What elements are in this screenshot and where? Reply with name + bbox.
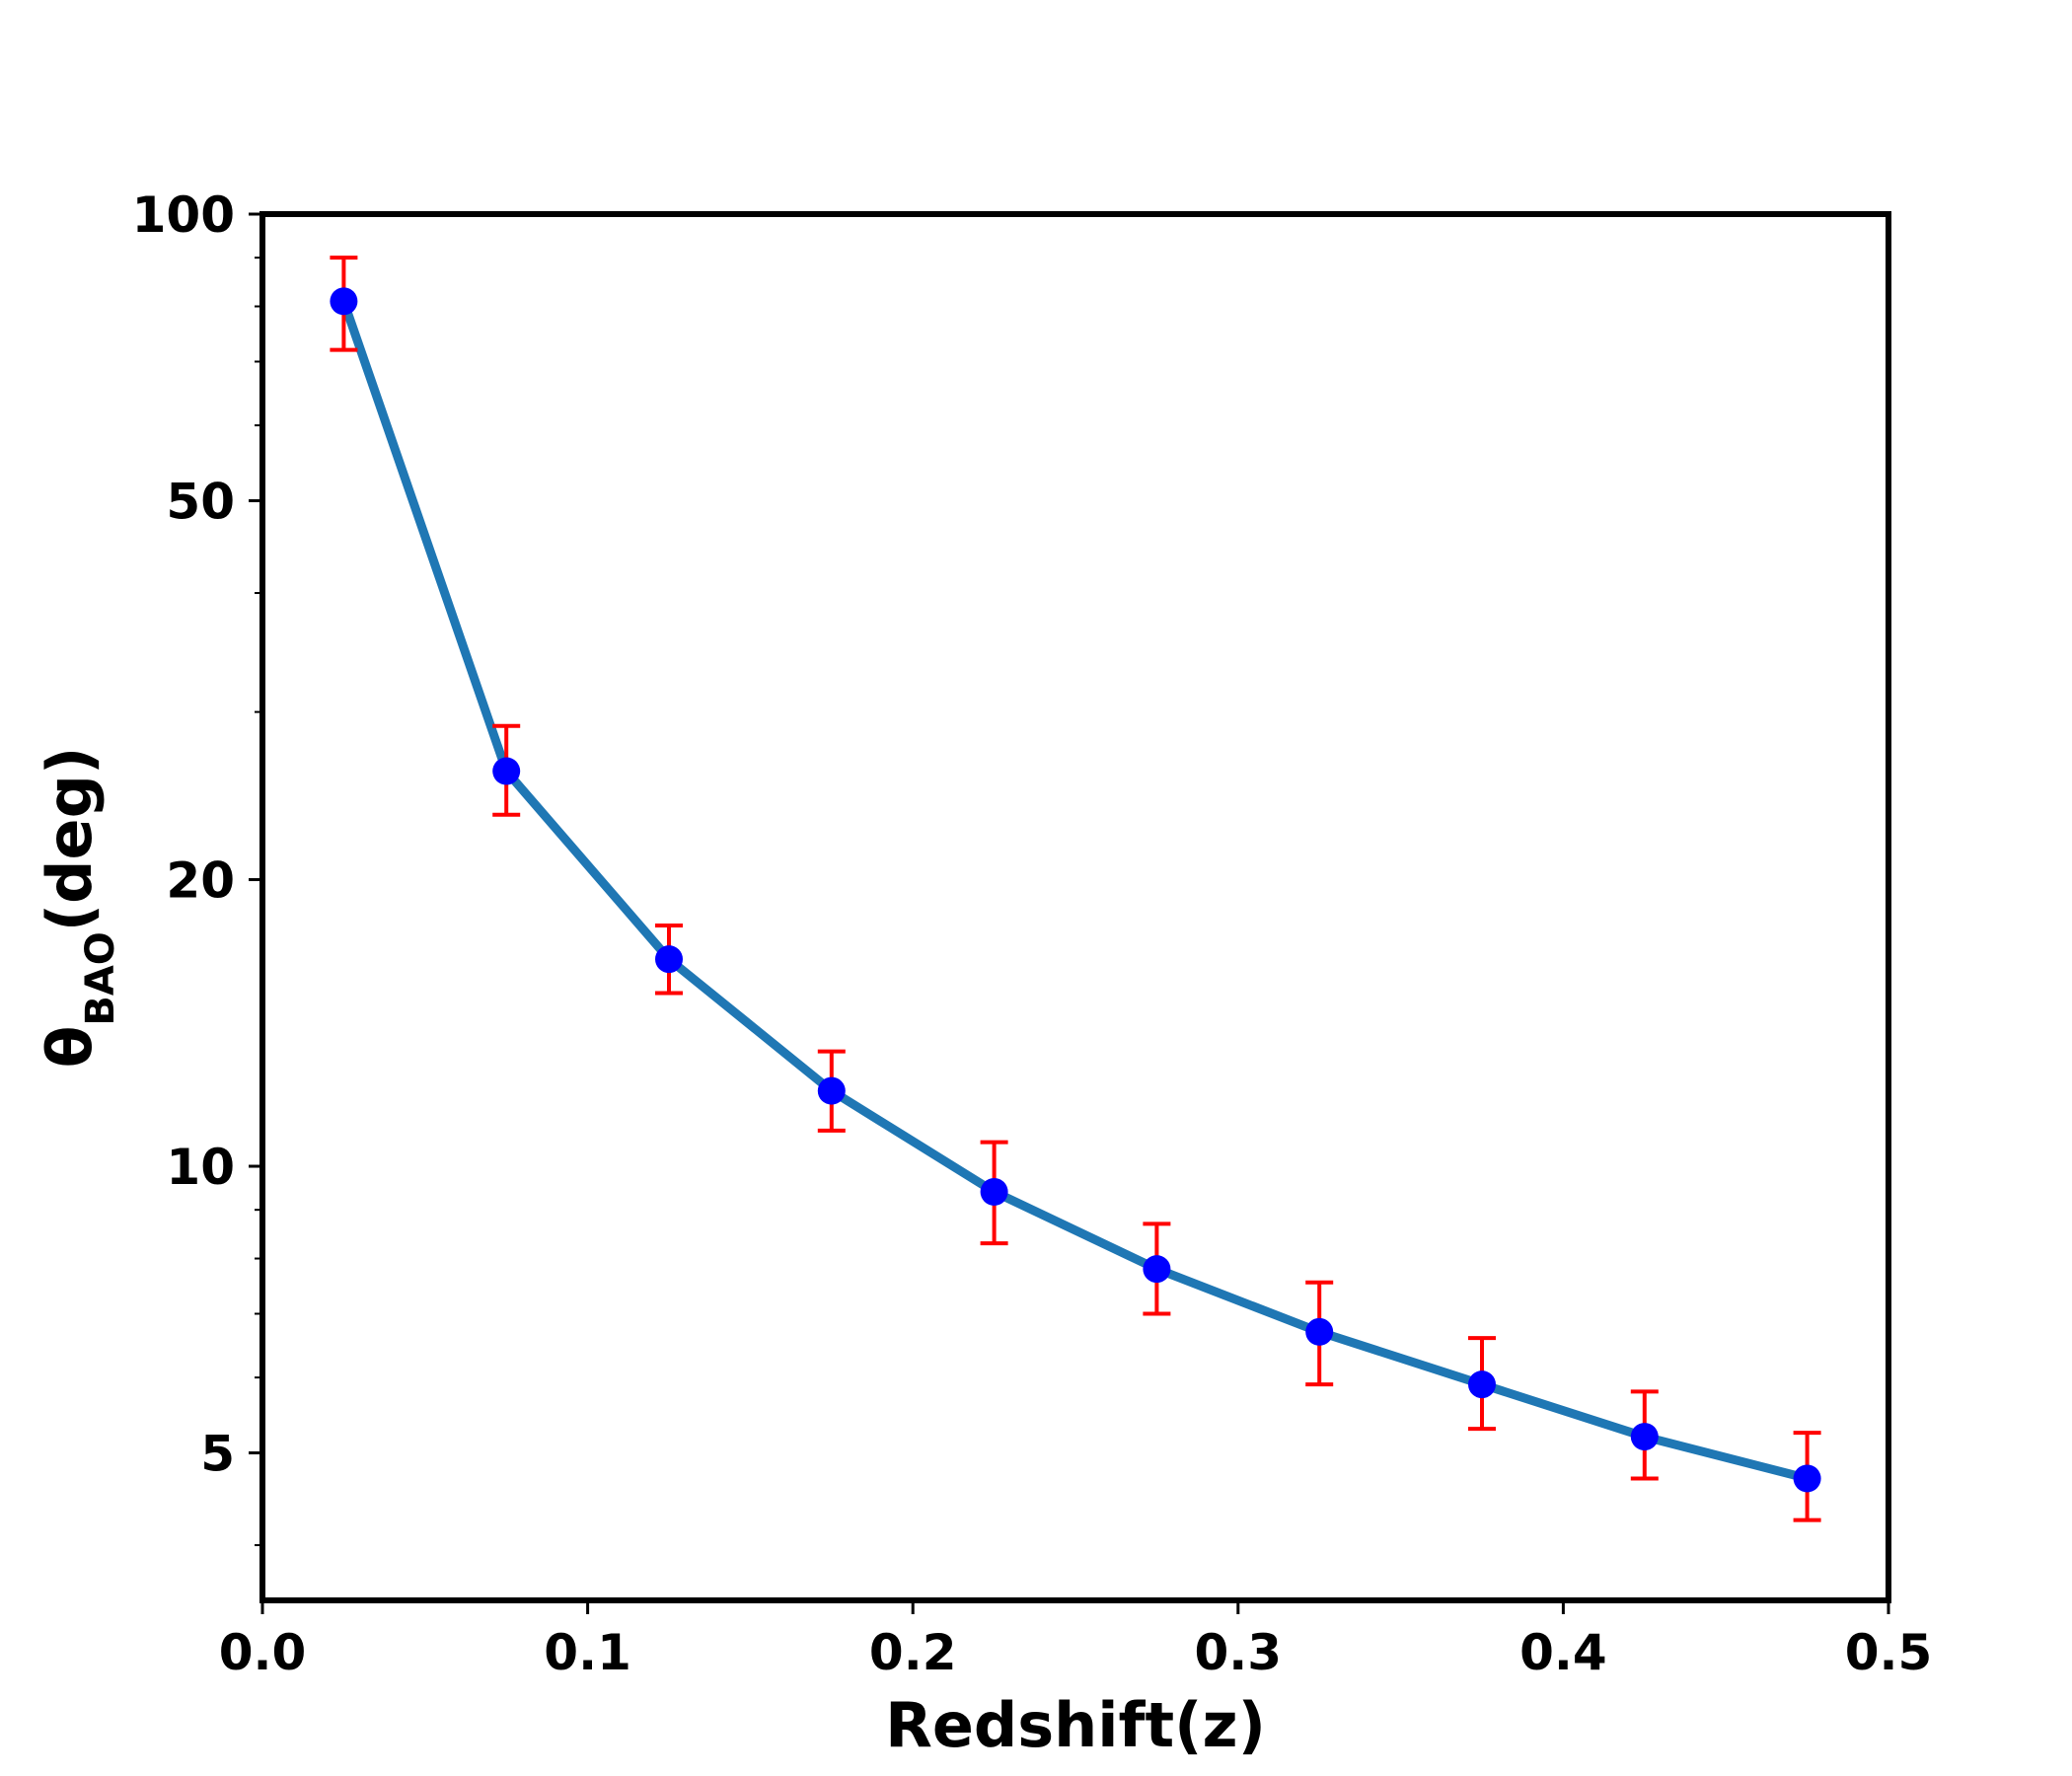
x-tick-label: 0.4 — [1519, 1624, 1607, 1681]
y-tick-label: 5 — [200, 1426, 235, 1483]
plot-area — [330, 256, 1821, 1522]
axis-ticks: 0.0 0.1 0.2 0.3 0.4 0.5 100 50 20 10 5 — [132, 186, 1933, 1681]
x-tick-label: 0.1 — [544, 1624, 631, 1681]
data-point — [1305, 1317, 1334, 1346]
data-point — [1143, 1255, 1171, 1284]
y-tick-label: 50 — [166, 473, 235, 530]
x-tick-label: 0.5 — [1845, 1624, 1933, 1681]
data-point — [1630, 1423, 1659, 1451]
y-axis-title-unit: (deg) — [34, 747, 106, 931]
axes-frame — [259, 211, 1891, 1603]
data-point — [817, 1076, 846, 1105]
y-axis-title-symbol: θ — [34, 1026, 106, 1069]
data-point — [655, 945, 683, 974]
data-point — [492, 757, 521, 785]
y-tick-label: 10 — [166, 1139, 235, 1196]
data-point — [980, 1177, 1008, 1206]
x-tick-label: 0.2 — [869, 1624, 957, 1681]
data-point — [330, 287, 358, 316]
y-tick-label: 20 — [166, 852, 235, 910]
series-line — [339, 299, 1809, 1483]
x-axis-title: Redshift(z) — [885, 1689, 1266, 1761]
x-tick-label: 0.0 — [219, 1624, 307, 1681]
y-tick-label: 100 — [132, 186, 235, 244]
x-tick-label: 0.3 — [1195, 1624, 1283, 1681]
data-point — [1793, 1464, 1821, 1493]
data-point — [1468, 1370, 1496, 1399]
y-axis-title: θBAO(deg) — [34, 747, 123, 1069]
y-axis-title-subscript: BAO — [78, 931, 123, 1025]
